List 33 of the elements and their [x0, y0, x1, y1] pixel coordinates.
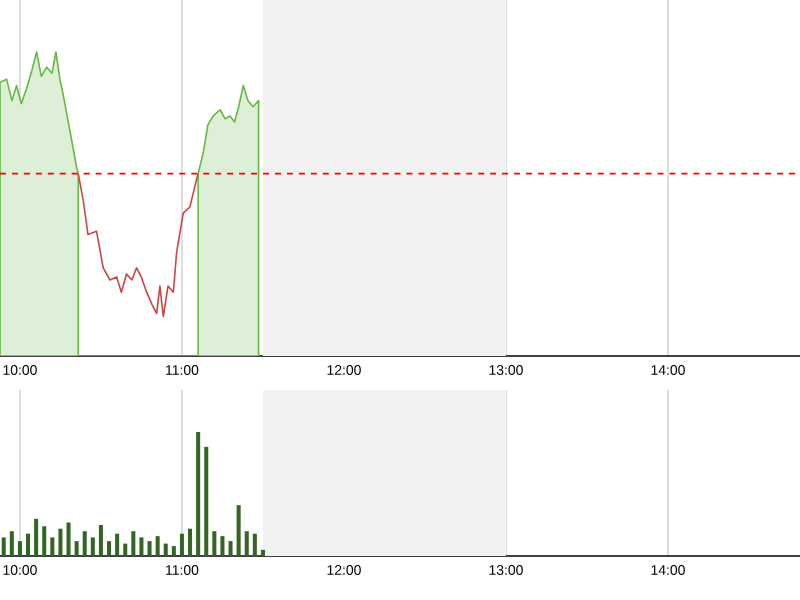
bar [244, 531, 249, 556]
bar [1, 537, 6, 556]
bar [212, 531, 217, 556]
bar [260, 549, 265, 556]
bar [139, 537, 144, 556]
bar [179, 533, 184, 556]
bar [171, 546, 176, 556]
bar [50, 537, 55, 556]
bar [34, 518, 39, 556]
bar [58, 528, 63, 556]
bar [90, 537, 95, 556]
bar [220, 536, 225, 556]
bar [155, 536, 160, 556]
bar [147, 541, 152, 556]
bar [74, 541, 79, 556]
bar [163, 543, 168, 556]
bar [228, 541, 233, 556]
bar [188, 528, 193, 556]
bar [107, 541, 112, 556]
bar [42, 526, 47, 556]
bar [82, 531, 87, 556]
bar [66, 522, 71, 556]
bar [9, 531, 14, 556]
bar [236, 505, 241, 556]
bar [131, 531, 136, 556]
bar [123, 543, 128, 556]
bar [196, 432, 201, 556]
bar [115, 533, 120, 556]
bar [98, 525, 103, 556]
bar [26, 533, 31, 556]
bar [17, 541, 22, 556]
bar [204, 446, 209, 556]
bar [252, 533, 257, 556]
